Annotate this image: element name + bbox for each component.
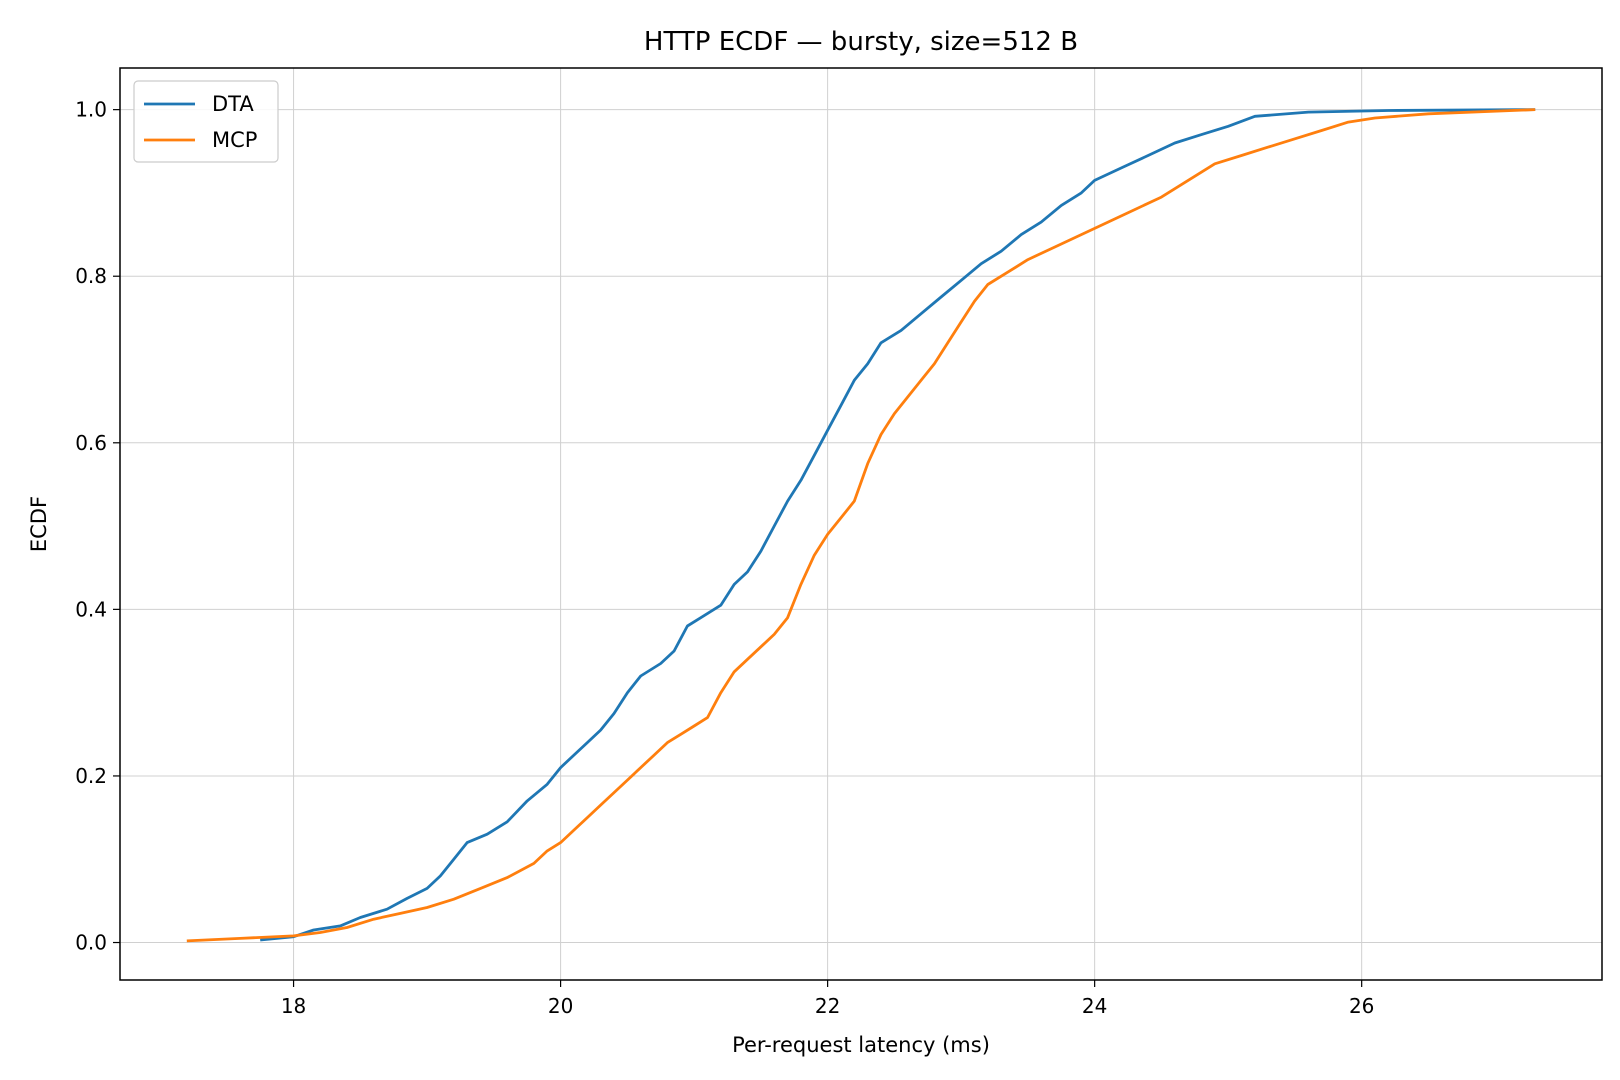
x-axis-label: Per-request latency (ms) [732, 1033, 990, 1057]
ticks: 18 20 22 24 26 0.0 0.2 0.4 0.6 0.8 1.0 [75, 98, 1374, 1018]
series-line-dta [260, 108, 1536, 942]
x-tick-label: 24 [1082, 994, 1107, 1018]
chart-title: HTTP ECDF — bursty, size=512 B [644, 27, 1078, 57]
y-tick-label: 1.0 [75, 98, 107, 122]
x-tick-label: 26 [1349, 994, 1374, 1018]
legend-box [133, 80, 279, 163]
y-tick-label: 0.6 [75, 431, 107, 455]
x-tick-label: 18 [281, 994, 306, 1018]
y-tick-label: 0.2 [75, 764, 107, 788]
y-tick-label: 0.4 [75, 597, 107, 621]
y-tick-label: 0.0 [75, 931, 107, 955]
y-axis-label: ECDF [27, 496, 51, 552]
plot-frame [119, 67, 1603, 981]
grid [120, 68, 1602, 980]
x-tick-label: 22 [815, 994, 840, 1018]
legend-label-mcp: MCP [212, 128, 257, 152]
series-line-mcp [186, 108, 1536, 943]
legend: DTA MCP [133, 80, 279, 163]
y-tick-label: 0.8 [75, 264, 107, 288]
x-tick-label: 20 [548, 994, 573, 1018]
series-layer [186, 108, 1536, 943]
legend-label-dta: DTA [212, 92, 254, 116]
